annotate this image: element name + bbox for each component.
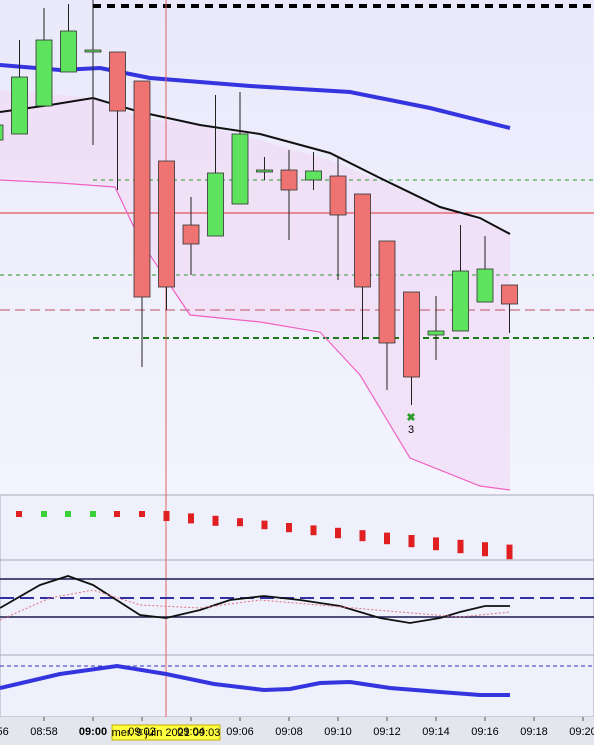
signal-dot bbox=[41, 511, 47, 517]
signal-dot bbox=[433, 537, 439, 551]
signal-dot bbox=[261, 520, 268, 530]
oscillator-panel bbox=[0, 559, 594, 656]
candle-body bbox=[280, 169, 298, 191]
signal-dot bbox=[384, 532, 390, 545]
trend-line bbox=[0, 663, 510, 697]
candle-body bbox=[256, 169, 273, 173]
x-tick-label: 09:08 bbox=[275, 726, 303, 738]
band-line bbox=[0, 179, 511, 491]
signal-dot bbox=[237, 518, 243, 527]
x-tick-label: 09:14 bbox=[422, 726, 450, 738]
signal-dot bbox=[482, 542, 488, 557]
signal-dot bbox=[65, 511, 71, 517]
x-tick-label: 09:04 bbox=[177, 726, 205, 738]
x-tick-label: 09:02 bbox=[128, 726, 156, 738]
signal-dot bbox=[139, 511, 145, 517]
candle-body bbox=[378, 240, 396, 344]
candle-body bbox=[403, 291, 420, 378]
x-tick-label: 09:10 bbox=[324, 726, 352, 738]
candle-body bbox=[133, 80, 151, 298]
signal-dot bbox=[359, 530, 366, 542]
oscillator bbox=[0, 575, 510, 624]
signal-dot bbox=[408, 535, 415, 548]
candle-body bbox=[60, 30, 77, 73]
signal-dot bbox=[310, 525, 317, 536]
signal-dot bbox=[457, 539, 464, 554]
candle-body bbox=[158, 160, 175, 288]
signal-dot bbox=[188, 513, 194, 524]
moving-average bbox=[0, 96, 511, 235]
signal-dot bbox=[90, 511, 96, 517]
signal-dot bbox=[335, 527, 341, 539]
signal-dot bbox=[286, 523, 292, 533]
signal-dot bbox=[212, 515, 219, 526]
marker: ✖ bbox=[406, 412, 415, 424]
candle-body bbox=[452, 270, 469, 332]
x-tick-label: 09:06 bbox=[226, 726, 254, 738]
x-tick-label: 09:20 bbox=[569, 726, 594, 738]
x-tick-label: 09:12 bbox=[373, 726, 401, 738]
candle-body bbox=[501, 284, 518, 305]
candle-body bbox=[354, 193, 371, 288]
candle-body bbox=[35, 39, 53, 107]
time-axis bbox=[0, 717, 594, 745]
candle-body bbox=[109, 51, 126, 112]
cursor-tag bbox=[111, 724, 221, 741]
signal-dot bbox=[114, 511, 120, 517]
x-tick-label: 09:18 bbox=[520, 726, 548, 738]
candle-body bbox=[84, 49, 102, 53]
x-tick-label: 09:00 bbox=[79, 726, 107, 738]
oscillator-signal bbox=[0, 589, 511, 621]
x-tick-label: 08:56 bbox=[0, 726, 9, 738]
candle-body bbox=[476, 268, 494, 303]
band bbox=[0, 90, 510, 490]
signal-dot bbox=[16, 511, 22, 517]
marker-label: 3 bbox=[408, 424, 414, 436]
signal-dot bbox=[163, 511, 170, 521]
x-tick-label: 09:16 bbox=[471, 726, 499, 738]
candle-body bbox=[329, 175, 347, 216]
candle-body bbox=[427, 330, 445, 336]
candle-body bbox=[0, 124, 4, 141]
x-tick-label: 08:58 bbox=[30, 726, 58, 738]
candle-body bbox=[305, 170, 322, 181]
candles bbox=[0, 0, 518, 405]
candle-body bbox=[207, 172, 224, 237]
signal-panel bbox=[0, 494, 594, 561]
signal-dot bbox=[506, 544, 513, 560]
cursor-label: mer. 9 juin 2021 09:03 bbox=[112, 727, 221, 739]
candle-body bbox=[231, 133, 249, 205]
candle-body bbox=[11, 76, 28, 135]
candle-body bbox=[182, 224, 200, 245]
